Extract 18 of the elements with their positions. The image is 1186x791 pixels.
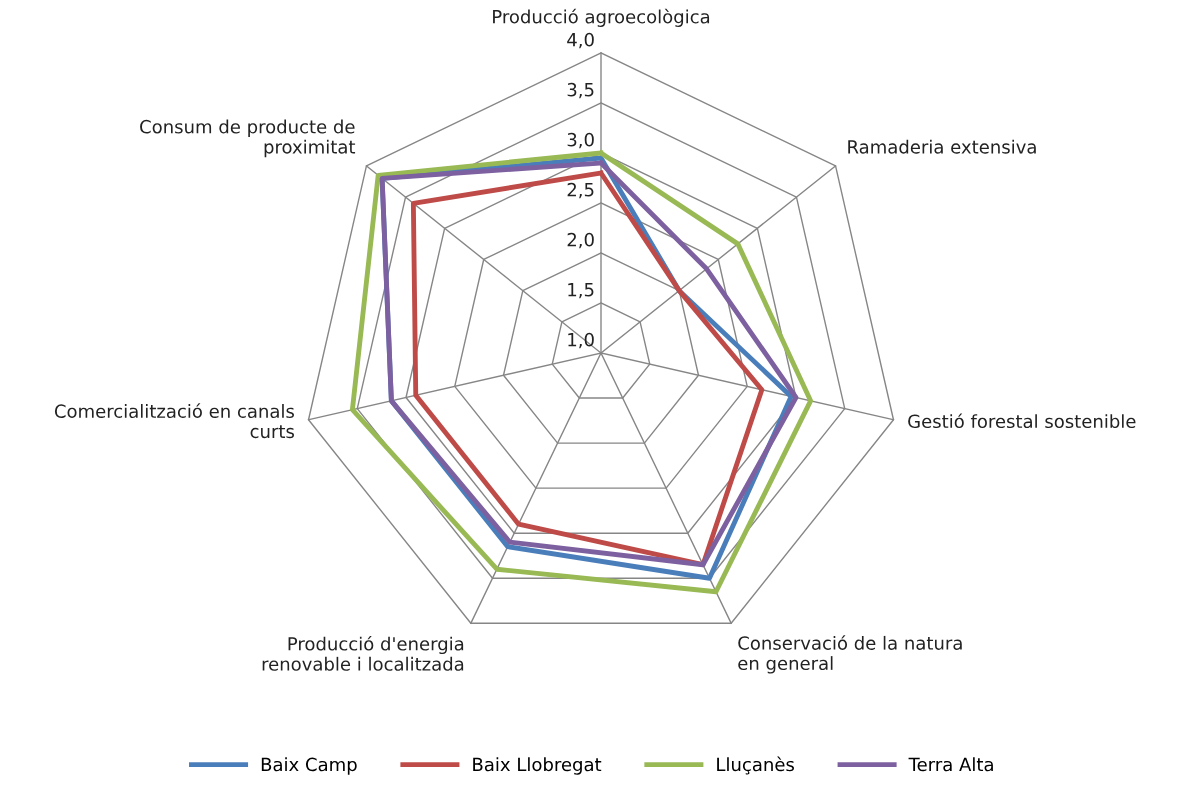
spoke-label: Comercialització en canals curts [54,403,294,439]
legend-label: Baix Camp [261,757,357,775]
spoke-label: Producció d'energia renovable i localitzada [262,635,464,671]
legend-label: Lluçanès [717,756,794,775]
spoke-label: Producció agroecològica [493,8,710,27]
spoke-label: Ramaderia extensiva [848,139,1036,154]
y-tick-label: 3,0 [567,132,594,149]
legend-label: Baix Llobregat [473,757,602,775]
y-tick-label: 3,5 [567,82,594,99]
y-tick-label: 2,5 [567,182,594,199]
y-tick-label: 1,5 [568,283,594,299]
spoke-label: Conservació de la natura en general [738,635,962,674]
spoke-label: Consum de producte de proximitat [140,119,356,158]
legend-label: Terra Alta [908,757,993,772]
y-tick-label: 1,0 [568,332,594,349]
spoke-label: Gestió forestal sostenible [908,413,1136,429]
y-tick-label: 2,0 [567,232,594,249]
y-tick-label: 4,0 [567,32,594,49]
